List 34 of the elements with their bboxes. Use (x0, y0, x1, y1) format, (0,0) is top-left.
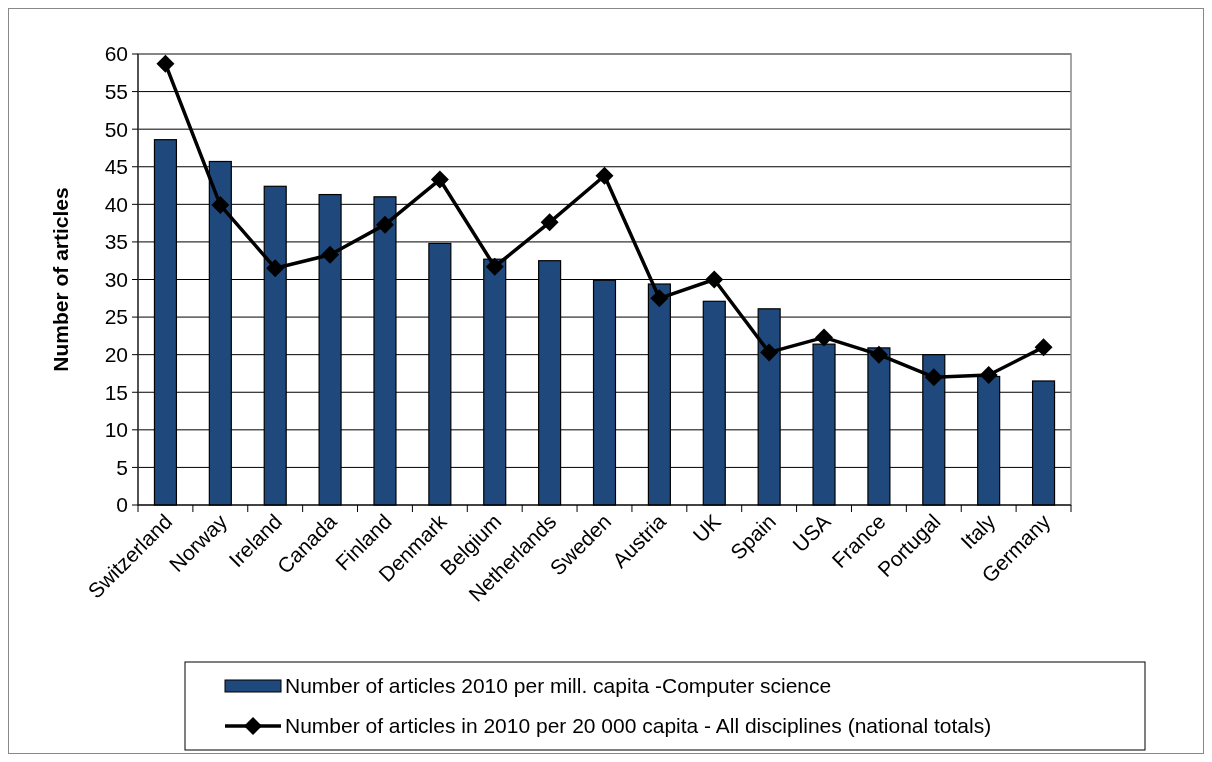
point (815, 328, 834, 347)
y-tick-label: 30 (104, 267, 128, 291)
y-tick-label: 0 (116, 493, 128, 517)
point (705, 270, 724, 289)
y-tick-label: 35 (104, 230, 128, 254)
y-tick-label: 15 (104, 380, 128, 404)
point (156, 54, 175, 73)
point (321, 245, 340, 264)
point (485, 257, 504, 276)
x-tick-label: UK (688, 509, 726, 547)
point (924, 368, 943, 387)
point (211, 196, 230, 215)
point (540, 213, 559, 232)
y-tick-label: 55 (104, 79, 128, 103)
y-tick-label: 45 (104, 155, 128, 179)
point (430, 170, 449, 189)
legend-label: Number of articles in 2010 per 20 000 capita - All disciplines (national totals) (285, 714, 992, 738)
point (869, 345, 888, 364)
point (760, 343, 779, 362)
point (375, 215, 394, 234)
y-tick-label: 50 (104, 117, 128, 141)
y-tick-label: 20 (104, 343, 128, 367)
point (979, 365, 998, 384)
point (595, 166, 614, 185)
y-tick-label: 5 (116, 455, 128, 479)
y-axis-title: Number of articles (49, 187, 72, 372)
y-tick-label: 25 (104, 305, 128, 329)
y-tick-label: 40 (104, 192, 128, 216)
point (1034, 338, 1053, 357)
legend-label: Number of articles 2010 per mill. capita -Computer science (285, 674, 832, 698)
y-tick-label: 10 (104, 418, 128, 442)
y-tick-label: 60 (104, 42, 128, 66)
point (650, 289, 669, 308)
point (266, 259, 285, 278)
